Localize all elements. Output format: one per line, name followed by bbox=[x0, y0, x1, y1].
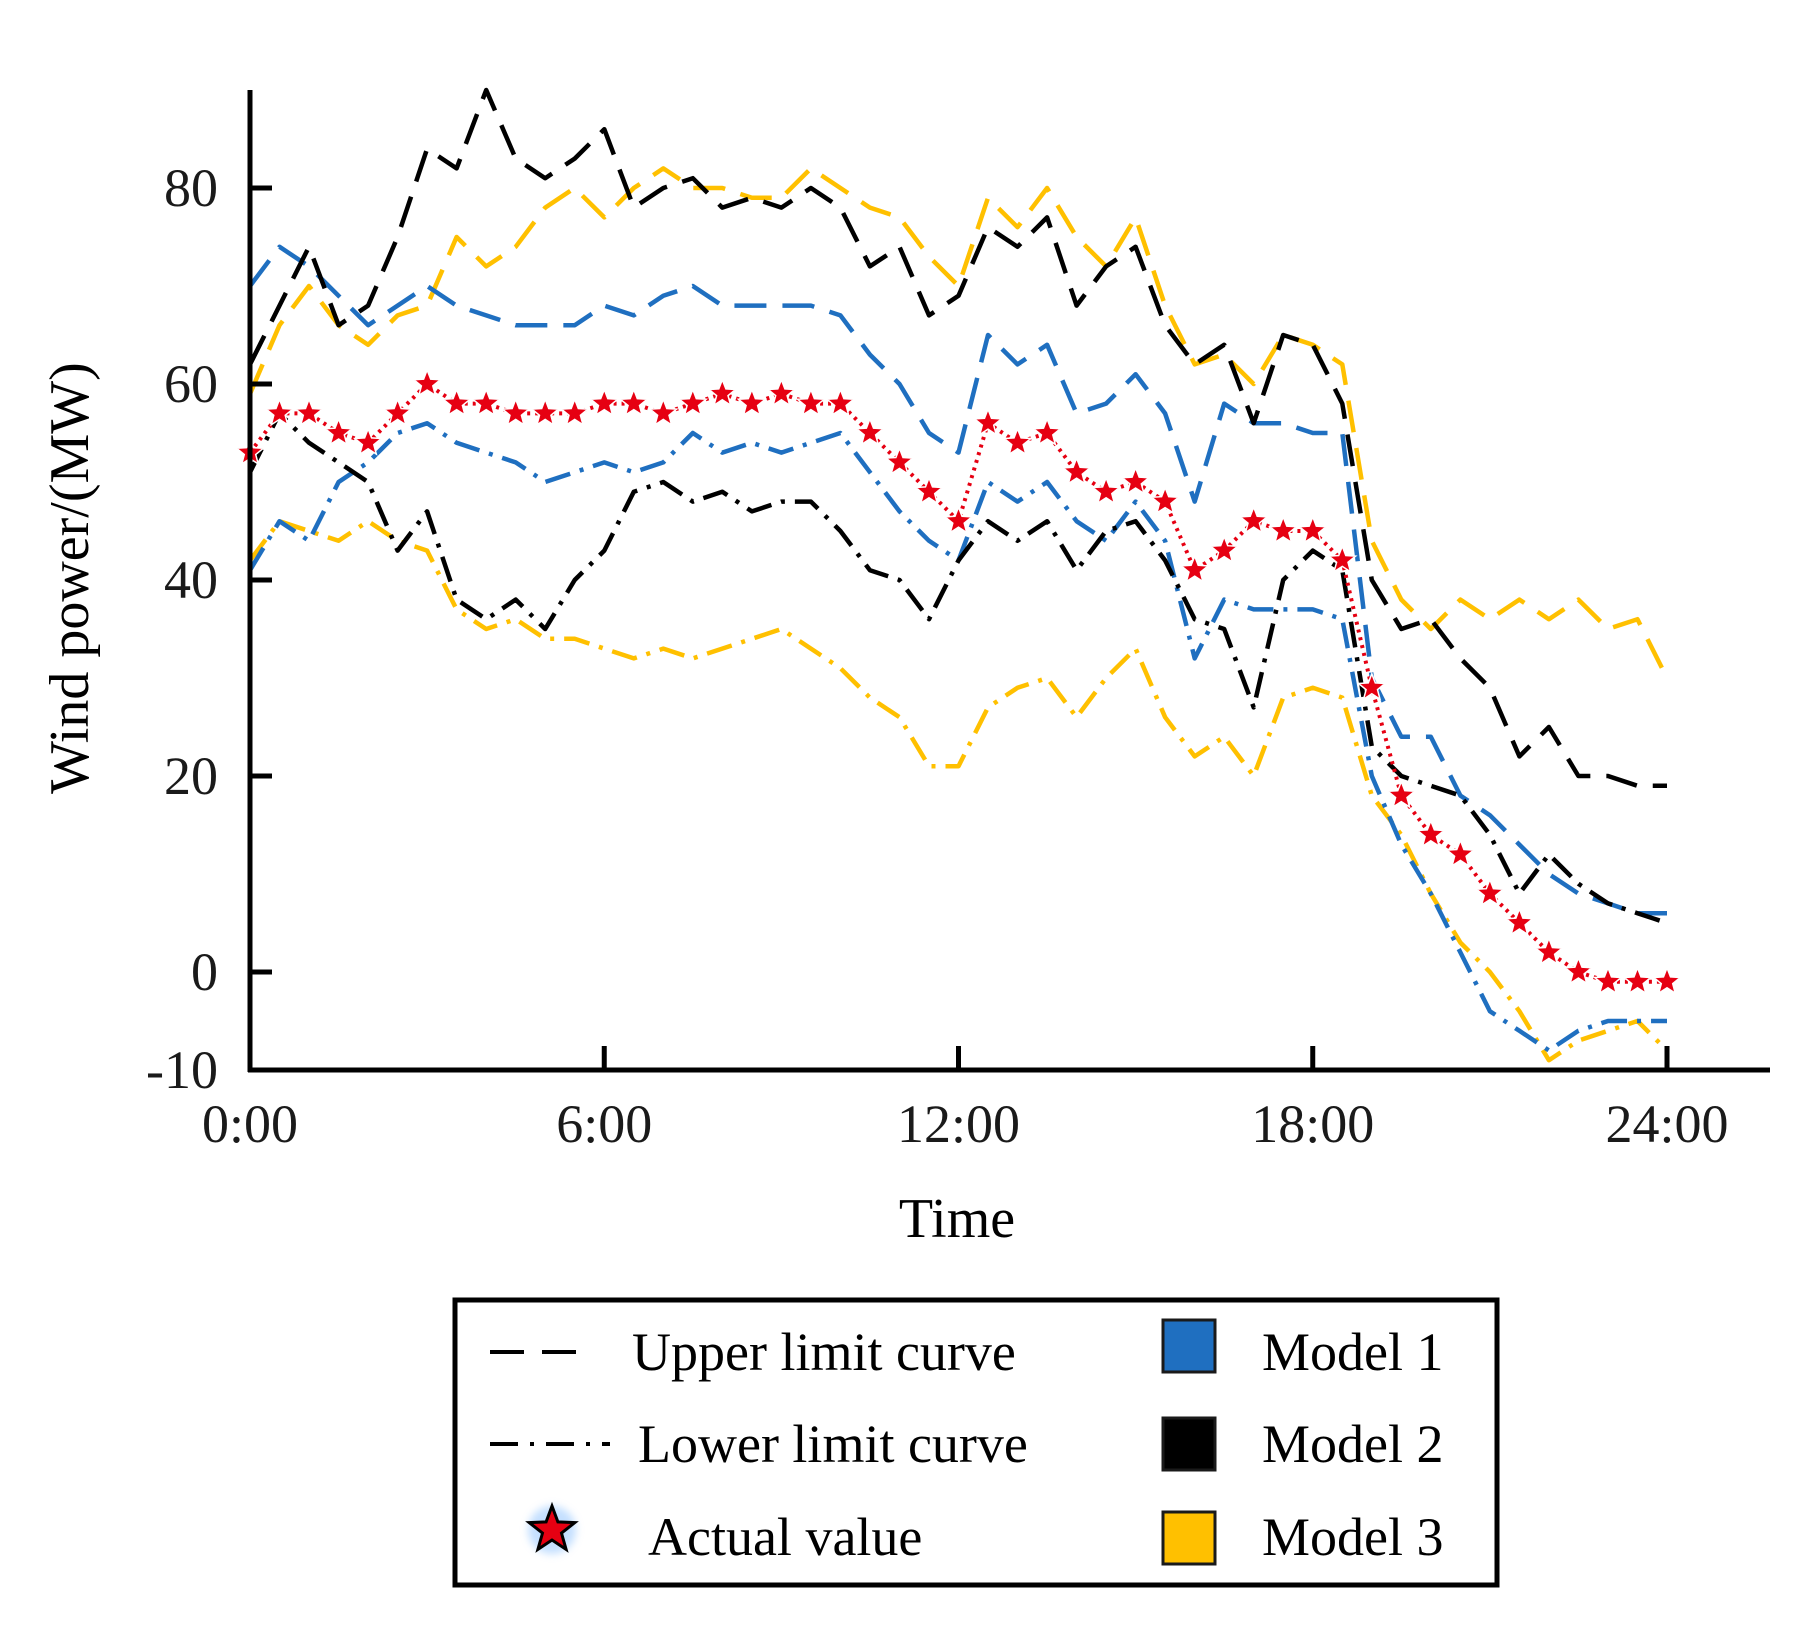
actual-value-point bbox=[411, 367, 443, 397]
actual-value-point bbox=[500, 397, 531, 427]
legend-actual-label: Actual value bbox=[648, 1507, 922, 1567]
actual-value-point bbox=[943, 505, 974, 535]
actual-value-point bbox=[352, 426, 384, 456]
x-tick-label: 6:00 bbox=[556, 1094, 652, 1154]
actual-value-line bbox=[248, 381, 1667, 984]
x-axis-title: Time bbox=[899, 1188, 1015, 1250]
actual-value-point bbox=[1208, 534, 1240, 564]
legend-lower-label: Lower limit curve bbox=[638, 1414, 1028, 1474]
actual-value-point bbox=[736, 387, 768, 417]
actual-value-point bbox=[1238, 505, 1269, 535]
model-2-lower-limit-curve-line bbox=[247, 411, 1668, 926]
y-tick-label: 80 bbox=[164, 158, 218, 218]
actual-value-point bbox=[382, 397, 413, 427]
actual-value-point bbox=[825, 387, 856, 417]
x-ticks: 0:00 6:00 12:00 18:00 24:00 bbox=[202, 1046, 1729, 1154]
actual-value-point bbox=[293, 397, 325, 427]
y-tick-label: -10 bbox=[146, 1040, 218, 1100]
plot-series bbox=[247, 87, 1670, 1063]
y-tick-label: 20 bbox=[164, 746, 218, 806]
model-3-upper-limit-curve-line bbox=[247, 166, 1670, 680]
actual-value-point bbox=[913, 475, 945, 505]
y-axis-title: Wind power/(MW) bbox=[39, 362, 101, 794]
actual-value-point bbox=[1002, 426, 1033, 456]
x-tick-label: 12:00 bbox=[897, 1094, 1020, 1154]
y-tick-label: 0 bbox=[191, 942, 218, 1002]
actual-value-point bbox=[1179, 554, 1210, 584]
actual-value-point bbox=[1327, 544, 1358, 574]
actual-value-point bbox=[648, 397, 679, 427]
actual-value-point bbox=[264, 397, 295, 427]
legend-actual-star-icon bbox=[525, 1501, 579, 1554]
model-2-upper-limit-curve-line bbox=[247, 87, 1667, 789]
actual-value-point bbox=[1563, 955, 1594, 985]
actual-value-point bbox=[1031, 416, 1063, 446]
legend-model3-label: Model 3 bbox=[1262, 1507, 1444, 1567]
legend-model1-swatch bbox=[1161, 1318, 1217, 1374]
x-tick-label: 24:00 bbox=[1605, 1094, 1728, 1154]
actual-value-markers bbox=[234, 367, 1683, 995]
actual-value-point bbox=[559, 397, 590, 427]
actual-value-point bbox=[441, 387, 472, 417]
actual-value-point bbox=[1651, 965, 1683, 995]
actual-value-point bbox=[1386, 779, 1417, 809]
actual-value-point bbox=[323, 416, 354, 446]
actual-value-point bbox=[854, 416, 886, 446]
actual-value-point bbox=[795, 387, 827, 417]
y-ticks: -10 0 20 40 60 80 bbox=[146, 158, 272, 1100]
actual-value-point bbox=[972, 407, 1004, 437]
x-tick-label: 0:00 bbox=[202, 1094, 298, 1154]
actual-value-point bbox=[677, 387, 709, 417]
actual-value-point bbox=[1149, 485, 1181, 515]
legend: Upper limit curve Lower limit curve Actu… bbox=[452, 1297, 1500, 1588]
model-1-upper-limit-curve-line bbox=[248, 244, 1667, 916]
actual-value-point bbox=[529, 397, 561, 427]
y-tick-label: 40 bbox=[164, 550, 218, 610]
actual-value-point bbox=[884, 446, 915, 476]
legend-model1-label: Model 1 bbox=[1262, 1322, 1444, 1382]
actual-value-point bbox=[1061, 456, 1092, 486]
legend-model2-label: Model 2 bbox=[1262, 1414, 1444, 1474]
x-tick-label: 18:00 bbox=[1251, 1094, 1374, 1154]
actual-value-point bbox=[1415, 818, 1447, 848]
y-tick-label: 60 bbox=[164, 354, 218, 414]
actual-value-point bbox=[1356, 671, 1388, 701]
actual-value-point bbox=[618, 387, 650, 417]
legend-model2-swatch bbox=[1161, 1416, 1217, 1472]
actual-value-point bbox=[1297, 514, 1329, 544]
actual-value-point bbox=[470, 387, 502, 417]
actual-value-point bbox=[1622, 965, 1653, 995]
axes bbox=[247, 90, 1770, 1073]
actual-value-point bbox=[588, 387, 620, 417]
legend-star-shape bbox=[525, 1501, 579, 1553]
legend-model3-swatch bbox=[1161, 1510, 1217, 1566]
legend-box bbox=[452, 1297, 1500, 1588]
legend-upper-label: Upper limit curve bbox=[632, 1322, 1016, 1382]
actual-value-point bbox=[1474, 877, 1506, 907]
actual-value-point bbox=[1445, 838, 1476, 868]
actual-value-point bbox=[1504, 906, 1535, 936]
actual-value-point bbox=[766, 377, 797, 407]
actual-value-point bbox=[1120, 465, 1151, 495]
actual-value-point bbox=[1090, 475, 1122, 505]
actual-value-point bbox=[1533, 936, 1565, 966]
actual-value-point bbox=[1592, 965, 1624, 995]
actual-value-point bbox=[707, 377, 738, 407]
actual-value-point bbox=[1267, 514, 1299, 544]
